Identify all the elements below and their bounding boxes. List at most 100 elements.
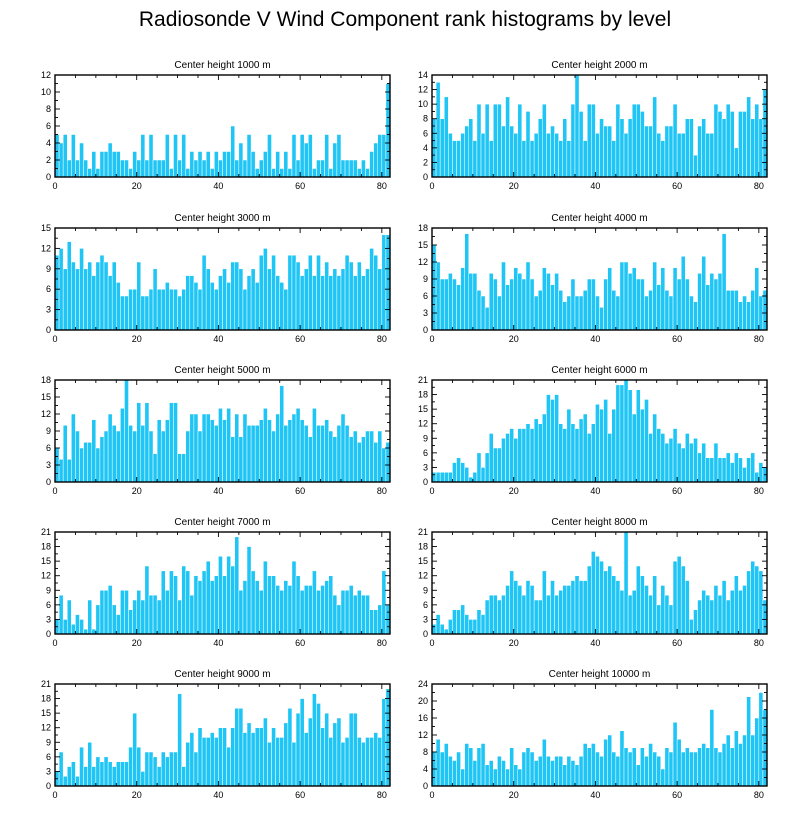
- histogram-bar: [316, 159, 321, 178]
- histogram-bar: [238, 708, 244, 787]
- histogram-bar: [214, 575, 219, 635]
- histogram-bar: [316, 425, 321, 483]
- histogram-bar: [254, 425, 260, 483]
- histogram-bar: [214, 425, 219, 483]
- histogram-bar: [460, 604, 465, 635]
- y-tick-label: 24: [418, 679, 428, 689]
- histogram-bar: [746, 301, 751, 331]
- histogram-bar: [750, 560, 755, 635]
- histogram-bar: [246, 134, 252, 178]
- histogram-bar: [336, 275, 342, 331]
- histogram-bar: [435, 614, 441, 635]
- histogram-bar: [468, 273, 474, 331]
- histogram-bar: [263, 560, 268, 635]
- histogram-bar: [509, 747, 514, 787]
- histogram-bar: [177, 599, 182, 635]
- histogram-bar: [472, 273, 478, 331]
- histogram-bar: [484, 103, 490, 178]
- histogram-bar: [177, 693, 182, 787]
- histogram-bar: [558, 756, 563, 787]
- histogram-bar: [574, 575, 580, 635]
- x-tick-label: 40: [213, 790, 223, 800]
- histogram-bar: [99, 436, 105, 483]
- histogram-bar: [693, 609, 698, 635]
- histogram-bar: [120, 761, 125, 787]
- histogram-bar: [435, 739, 441, 787]
- histogram-bar: [99, 254, 105, 331]
- histogram-bar: [537, 599, 543, 635]
- histogram-bar: [574, 74, 580, 178]
- histogram-bar: [456, 140, 461, 178]
- histogram-bar: [562, 764, 568, 787]
- histogram-bar: [222, 268, 227, 331]
- histogram-bar: [689, 295, 694, 331]
- histogram-bar: [562, 301, 568, 331]
- histogram-bar: [484, 764, 490, 787]
- histogram-bar: [513, 133, 519, 178]
- histogram-bar: [668, 125, 674, 178]
- histogram-bar: [521, 751, 527, 787]
- histogram-bar: [254, 168, 260, 178]
- histogram-bar: [591, 551, 596, 635]
- histogram-bar: [201, 159, 207, 178]
- histogram-bar: [631, 590, 637, 635]
- histogram-bar: [676, 133, 682, 178]
- histogram-bar: [79, 746, 84, 787]
- histogram-bar: [452, 609, 457, 635]
- histogram-bar: [725, 734, 731, 787]
- y-tick-label: 18: [41, 542, 51, 552]
- histogram-bar: [279, 590, 285, 635]
- histogram-bar: [693, 301, 698, 331]
- histogram-bar: [173, 575, 178, 635]
- histogram-bar: [619, 118, 625, 178]
- histogram-bar: [591, 423, 596, 483]
- histogram-bar: [558, 290, 563, 331]
- histogram-bar: [566, 408, 572, 483]
- histogram-bar: [148, 751, 154, 787]
- histogram-bar: [152, 594, 158, 635]
- y-tick-label: 10: [418, 99, 428, 109]
- histogram-bar: [91, 628, 97, 635]
- histogram-bar: [107, 275, 113, 331]
- x-tick-label: 20: [132, 181, 142, 191]
- histogram-bar: [644, 295, 649, 331]
- y-tick-label: 15: [41, 223, 51, 233]
- histogram-bar: [116, 151, 121, 178]
- histogram-bar: [381, 134, 387, 178]
- histogram-bar: [676, 739, 682, 787]
- histogram-bar: [357, 737, 362, 787]
- histogram-bar: [693, 438, 698, 483]
- histogram-bar: [513, 438, 519, 483]
- histogram-bar: [631, 413, 637, 483]
- y-tick-label: 3: [46, 614, 51, 624]
- histogram-bar: [324, 261, 329, 331]
- histogram-bar: [58, 459, 64, 483]
- histogram-bar: [357, 261, 362, 331]
- x-tick-label: 20: [509, 790, 519, 800]
- histogram-bar: [615, 295, 621, 331]
- histogram-bar: [312, 168, 317, 178]
- histogram-bar: [71, 261, 76, 331]
- histogram-bar: [484, 452, 490, 483]
- histogram-bar: [148, 594, 154, 635]
- histogram-bar: [152, 453, 158, 483]
- histogram-bar: [488, 140, 494, 178]
- histogram-bar: [754, 267, 760, 331]
- histogram-bar: [611, 408, 617, 483]
- histogram-bar: [165, 756, 170, 787]
- histogram-bar: [295, 575, 301, 635]
- histogram-bar: [493, 103, 498, 178]
- histogram-bar: [701, 590, 706, 635]
- histogram-bar: [218, 159, 223, 178]
- histogram-bar: [259, 419, 264, 483]
- histogram-bar: [177, 453, 182, 483]
- histogram-bar: [312, 408, 317, 483]
- histogram-bar: [209, 580, 215, 635]
- y-tick-label: 0: [423, 629, 428, 639]
- histogram-bar: [603, 570, 608, 635]
- histogram-bar: [75, 776, 80, 787]
- histogram-bar: [705, 457, 711, 483]
- histogram-bar: [582, 140, 588, 178]
- x-tick-label: 0: [52, 486, 57, 496]
- histogram-bar: [250, 268, 256, 331]
